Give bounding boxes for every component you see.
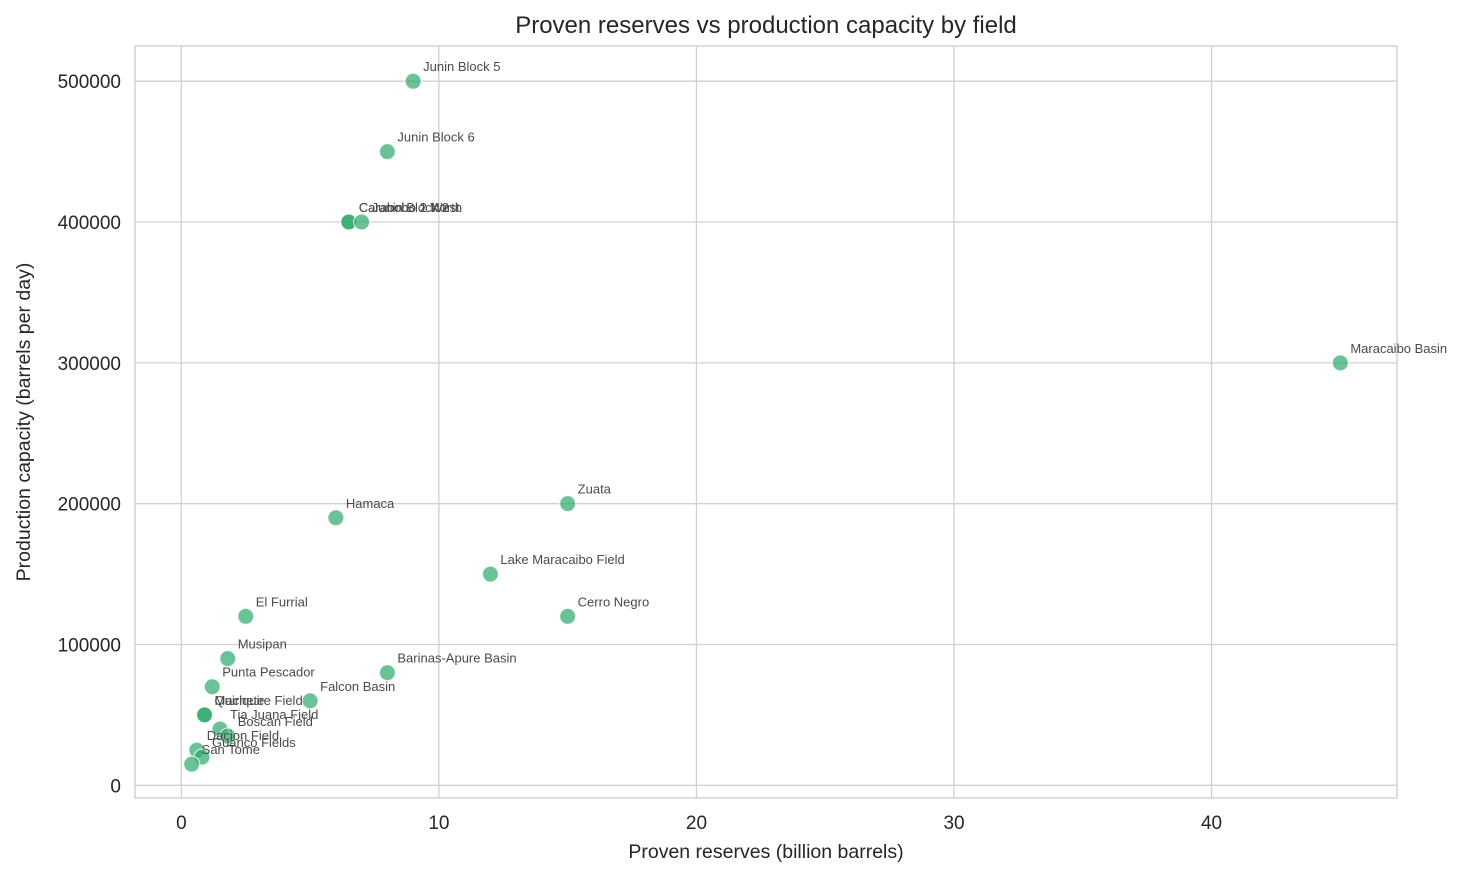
point-label: Carabobo 2 West bbox=[359, 200, 460, 215]
point-label: Zuata bbox=[578, 482, 612, 497]
y-tick-label: 0 bbox=[110, 776, 121, 797]
data-point bbox=[327, 509, 345, 527]
point-label: Falcon Basin bbox=[320, 679, 395, 694]
grid-layer bbox=[135, 46, 1397, 798]
point-label: Cerro Negro bbox=[578, 594, 650, 609]
y-tick-label: 300000 bbox=[58, 354, 121, 375]
point-label: Tia Juana Field bbox=[230, 707, 318, 722]
point-label: Quiriquire Field bbox=[215, 693, 303, 708]
data-point bbox=[301, 692, 319, 710]
point-label: Junin Block 2 bbox=[372, 200, 449, 215]
points-layer bbox=[183, 72, 1349, 773]
x-tick-label: 10 bbox=[428, 813, 449, 834]
point-label: Punta Pescador bbox=[222, 665, 315, 680]
data-point bbox=[195, 706, 214, 724]
tick-labels-layer: 0 10 20 30 40 0 100000 200000 300000 400000 500000 bbox=[58, 72, 1223, 834]
point-labels-layer: Junin Block 5 Junin Block 6 Carabobo 1 Nor… bbox=[202, 59, 1448, 757]
point-label: Junin Block 5 bbox=[423, 59, 500, 74]
point-label: Hamaca bbox=[346, 496, 395, 511]
data-point bbox=[237, 607, 255, 625]
data-point bbox=[203, 678, 221, 696]
point-label: Junin Block 6 bbox=[397, 130, 474, 145]
data-point bbox=[183, 755, 201, 773]
data-point bbox=[404, 72, 422, 90]
data-point bbox=[378, 143, 396, 161]
point-label: Guarico Fields bbox=[212, 735, 296, 750]
data-point bbox=[559, 495, 577, 513]
y-tick-label: 200000 bbox=[58, 495, 121, 516]
data-point bbox=[353, 213, 371, 231]
chart-title: Proven reserves vs production capacity b… bbox=[515, 12, 1017, 39]
data-point bbox=[219, 649, 237, 668]
point-label: San Tome bbox=[202, 742, 260, 757]
point-label: El Furrial bbox=[256, 594, 308, 609]
point-label: Lake Maracaibo Field bbox=[500, 552, 624, 567]
x-tick-label: 0 bbox=[176, 813, 187, 834]
x-tick-label: 30 bbox=[943, 813, 964, 834]
plot-frame bbox=[134, 45, 1398, 799]
point-label: Carabobo 1 North bbox=[359, 200, 462, 215]
data-point bbox=[378, 664, 396, 682]
y-tick-label: 500000 bbox=[58, 72, 121, 93]
point-label: Musipan bbox=[238, 637, 287, 652]
point-label: Boscan Field bbox=[238, 714, 313, 729]
y-tick-label: 400000 bbox=[58, 213, 121, 234]
point-label: Barinas-Apure Basin bbox=[397, 651, 516, 666]
x-axis-label: Proven reserves (billion barrels) bbox=[628, 841, 903, 863]
data-point bbox=[1331, 354, 1349, 372]
point-label: Dacion Field bbox=[207, 728, 279, 743]
point-label: Machete bbox=[215, 693, 265, 708]
x-tick-label: 20 bbox=[686, 813, 707, 834]
data-point bbox=[219, 727, 237, 745]
point-label: Maracaibo Basin bbox=[1350, 341, 1447, 356]
data-point bbox=[481, 565, 500, 583]
data-point bbox=[559, 607, 577, 625]
x-tick-label: 40 bbox=[1201, 813, 1222, 834]
y-axis-label: Production capacity (barrels per day) bbox=[13, 263, 35, 582]
y-tick-label: 100000 bbox=[58, 636, 121, 657]
